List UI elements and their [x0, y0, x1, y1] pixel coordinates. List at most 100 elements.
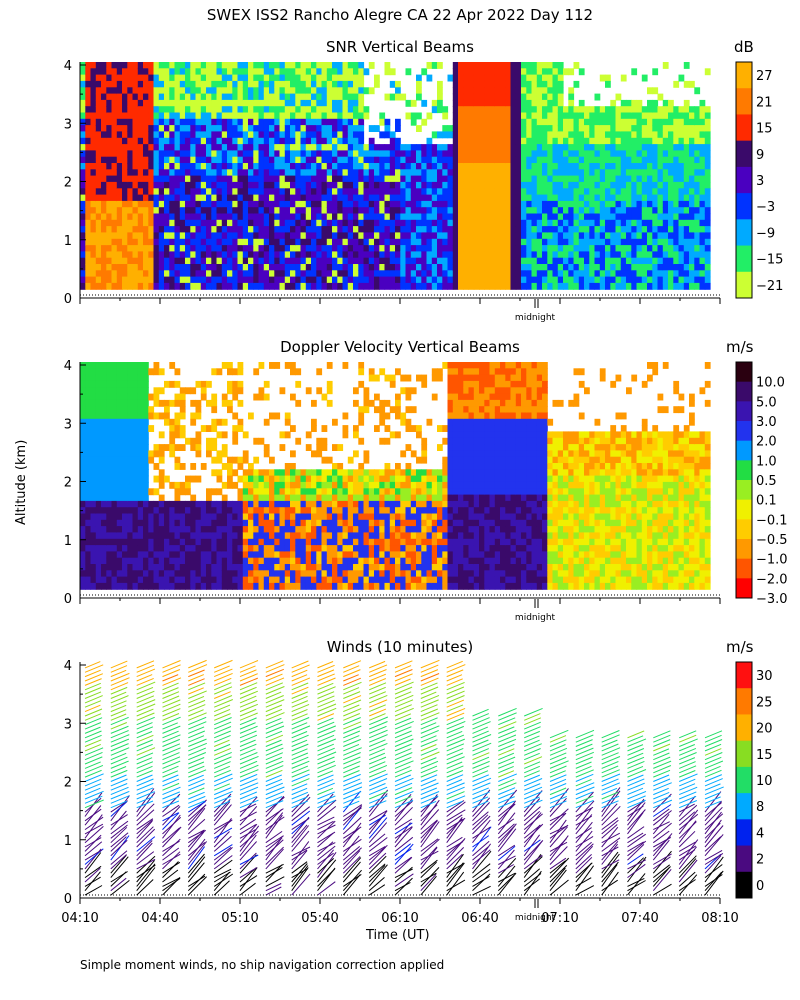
footnote: Simple moment winds, no ship navigation … [80, 958, 445, 972]
y-tick-label: 4 [64, 659, 72, 674]
colorbar-label: 3.0 [756, 415, 777, 430]
doppler-colorbar-unit: m/s [726, 338, 754, 356]
doppler-panel-title: Doppler Velocity Vertical Beams [280, 338, 520, 356]
y-tick-label: 3 [64, 717, 72, 732]
colorbar-swatch [736, 662, 752, 689]
colorbar-label: 10 [756, 774, 773, 789]
colorbar-label: 20 [756, 722, 773, 737]
x-tick-label: 08:10 [701, 911, 738, 926]
colorbar-label: 21 [756, 95, 773, 110]
x-tick-label: 04:40 [141, 911, 178, 926]
colorbar-swatch [736, 793, 752, 820]
x-tick-label: 06:10 [381, 911, 418, 926]
axes-panel-0 [79, 62, 721, 308]
axes-panel-2 [79, 662, 721, 908]
colorbar-frame [735, 61, 753, 299]
y-tick-label: 1 [64, 534, 72, 549]
colorbar-swatch [736, 421, 752, 442]
colorbar-swatch [736, 845, 752, 873]
colorbar-label: 15 [756, 748, 773, 763]
colorbar-label: 0.5 [756, 474, 777, 489]
colorbar-label: 27 [756, 69, 773, 84]
y-tick-label: 1 [64, 834, 72, 849]
y-tick-label: 3 [64, 417, 72, 432]
colorbar-label: −0.1 [756, 513, 788, 528]
colorbar-frame [735, 361, 753, 599]
y-tick-label: 2 [64, 476, 72, 491]
midnight-label: midnight [515, 913, 556, 923]
colorbar-label: 3 [756, 174, 764, 189]
colorbar-swatch [736, 740, 752, 768]
y-tick-label: 4 [64, 359, 72, 374]
x-tick-label: 07:10 [541, 911, 578, 926]
colorbar-label: 0 [756, 879, 764, 894]
x-tick-label: 05:40 [301, 911, 338, 926]
colorbar-label: −3.0 [756, 592, 788, 607]
x-tick-label: 06:40 [461, 911, 498, 926]
colorbar-label: 9 [756, 148, 764, 163]
colorbar-swatch [736, 871, 752, 899]
colorbar-swatch [736, 558, 752, 579]
winds-panel-title: Winds (10 minutes) [326, 638, 474, 656]
y-tick-label: 1 [64, 234, 72, 249]
colorbar-swatch [736, 578, 752, 599]
colorbar-swatch [736, 62, 752, 89]
colorbar-panel-0 [735, 61, 753, 299]
midnight-label: midnight [515, 613, 556, 623]
snr-colorbar-unit: dB [734, 38, 754, 56]
y-tick-label: 0 [64, 592, 72, 607]
colorbar-swatch [736, 401, 752, 422]
colorbar-panel-2 [735, 661, 753, 899]
colorbar-swatch [736, 688, 752, 715]
colorbar-label: −21 [756, 279, 783, 294]
colorbar-swatch [736, 819, 752, 847]
colorbar-label: −1.0 [756, 553, 788, 568]
colorbar-label: 0.1 [756, 494, 777, 509]
colorbar-label: 2.0 [756, 435, 777, 450]
y-tick-label: 2 [64, 776, 72, 791]
colorbar-label: −9 [756, 226, 775, 241]
colorbar-swatch [736, 362, 752, 383]
colorbar-swatch [736, 193, 752, 220]
x-tick-label: 05:10 [221, 911, 258, 926]
colorbar-label: 4 [756, 826, 764, 841]
colorbar-label: 15 [756, 122, 773, 137]
wind-barbs [84, 659, 724, 896]
y-tick-label: 0 [64, 292, 72, 307]
colorbar-swatch [736, 519, 752, 540]
colorbar-swatch [736, 140, 752, 168]
x-axis-label: Time (UT) [366, 928, 430, 943]
colorbar-swatch [736, 381, 752, 402]
colorbar-label: −0.5 [756, 533, 788, 548]
figure-title: SWEX ISS2 Rancho Alegre CA 22 Apr 2022 D… [206, 6, 594, 24]
doppler-field [80, 362, 711, 590]
snr-field [80, 62, 711, 290]
colorbar-swatch [736, 440, 752, 461]
colorbar-label: 1.0 [756, 454, 777, 469]
colorbar-label: 10.0 [756, 376, 785, 391]
y-tick-label: 0 [64, 892, 72, 907]
colorbar-label: 25 [756, 695, 773, 710]
y-tick-label: 2 [64, 176, 72, 191]
colorbar-label: −2.0 [756, 572, 788, 587]
colorbar-label: 2 [756, 853, 764, 868]
colorbar-swatch [736, 460, 752, 481]
colorbar-swatch [736, 480, 752, 501]
x-tick-label: 07:40 [621, 911, 658, 926]
colorbar-label: 30 [756, 669, 773, 684]
midnight-label: midnight [515, 313, 556, 323]
colorbar-swatch [736, 271, 752, 299]
colorbar-label: 5.0 [756, 395, 777, 410]
colorbar-swatch [736, 539, 752, 560]
colorbar-frame [735, 661, 753, 899]
colorbar-panel-1 [735, 361, 753, 599]
snr-panel-title: SNR Vertical Beams [326, 38, 474, 56]
axes-panel-1 [79, 362, 721, 608]
y-tick-label: 3 [64, 117, 72, 132]
colorbar-swatch [736, 714, 752, 742]
x-tick-label: 04:10 [61, 911, 98, 926]
colorbar-label: −15 [756, 253, 783, 268]
colorbar-swatch [736, 166, 752, 194]
colorbar-swatch [736, 245, 752, 273]
